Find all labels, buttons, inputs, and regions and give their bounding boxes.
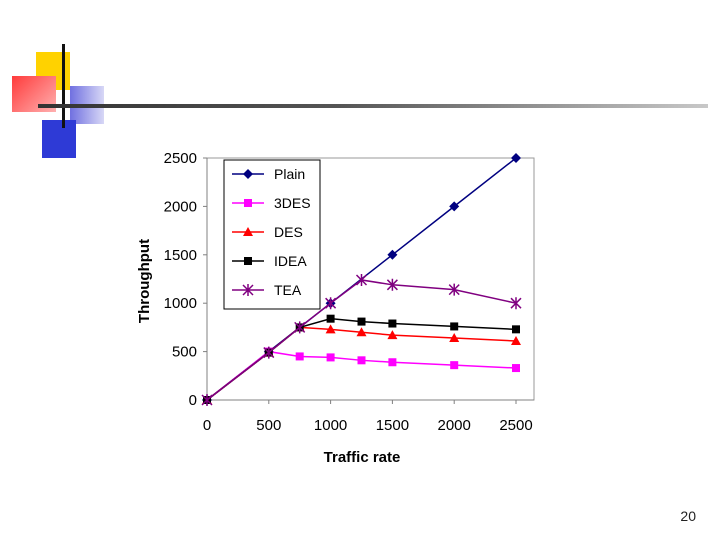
data-point-3des [388,358,397,367]
x-tick-label: 0 [203,417,211,434]
legend-marker-des [243,227,253,236]
y-tick-label: 1000 [164,295,197,312]
legend-box [223,159,321,310]
data-point-3des [295,352,304,361]
x-tick-label: 2000 [438,417,471,434]
y-tick-label: 1500 [164,247,197,264]
series-line-3des [206,350,517,401]
vertical-rule-decoration [62,44,65,128]
data-point-tea [448,283,460,296]
data-point-tea [294,321,306,334]
y-tick-label: 2000 [164,198,197,215]
series-3des [203,347,520,404]
horizontal-rule-decoration [38,104,708,108]
chart-legend: Plain 3DES DES IDEA TEA [223,159,321,310]
chart-series [201,153,522,406]
y-axis-title: Throughput [136,239,153,323]
legend-label-3des: 3DES [274,195,311,211]
data-point-tea [263,346,275,359]
y-tick-label: 0 [189,392,197,409]
legend-marker-plain [243,169,253,179]
legend-marker-idea [244,257,252,265]
x-tick-label: 500 [256,417,281,434]
legend-marker-3des [244,199,252,207]
data-point-tea [510,297,522,310]
data-point-plain [449,201,460,212]
x-tick-label: 1500 [376,417,409,434]
chart-axes: 0 500 1000 1500 2000 2500 0 500 1000 1500 2000 2500 [164,150,535,434]
data-point-3des [326,353,335,362]
data-point-idea [357,317,366,326]
legend-label-idea: IDEA [274,253,307,269]
y-tick-label: 2500 [164,150,197,167]
y-tick-label: 500 [172,344,197,361]
x-tick-label: 2500 [499,417,532,434]
data-point-plain [387,249,398,260]
data-point-tea [325,297,337,310]
data-point-tea [386,278,398,291]
data-point-3des [357,356,366,365]
data-point-idea [326,314,335,323]
legend-label-plain: Plain [274,166,305,182]
data-point-3des [512,364,520,373]
series-tea [201,273,522,406]
data-point-des [325,324,336,334]
data-point-des [511,335,521,345]
data-point-des [356,327,367,337]
data-point-idea [512,325,520,334]
data-point-tea [355,273,368,286]
x-axis-title: Traffic rate [324,449,401,466]
legend-label-des: DES [274,224,303,240]
legend-label-tea: TEA [274,282,302,298]
data-point-idea [450,322,459,331]
slide-number: 20 [680,508,696,524]
data-point-tea [201,394,213,406]
data-point-des [449,333,460,343]
blue-square-decoration [42,120,76,158]
data-point-idea [388,319,397,328]
data-point-des [387,330,398,340]
legend-marker-tea [242,284,254,296]
x-tick-label: 1000 [314,417,347,434]
data-point-3des [450,361,459,370]
data-point-plain [511,153,521,163]
